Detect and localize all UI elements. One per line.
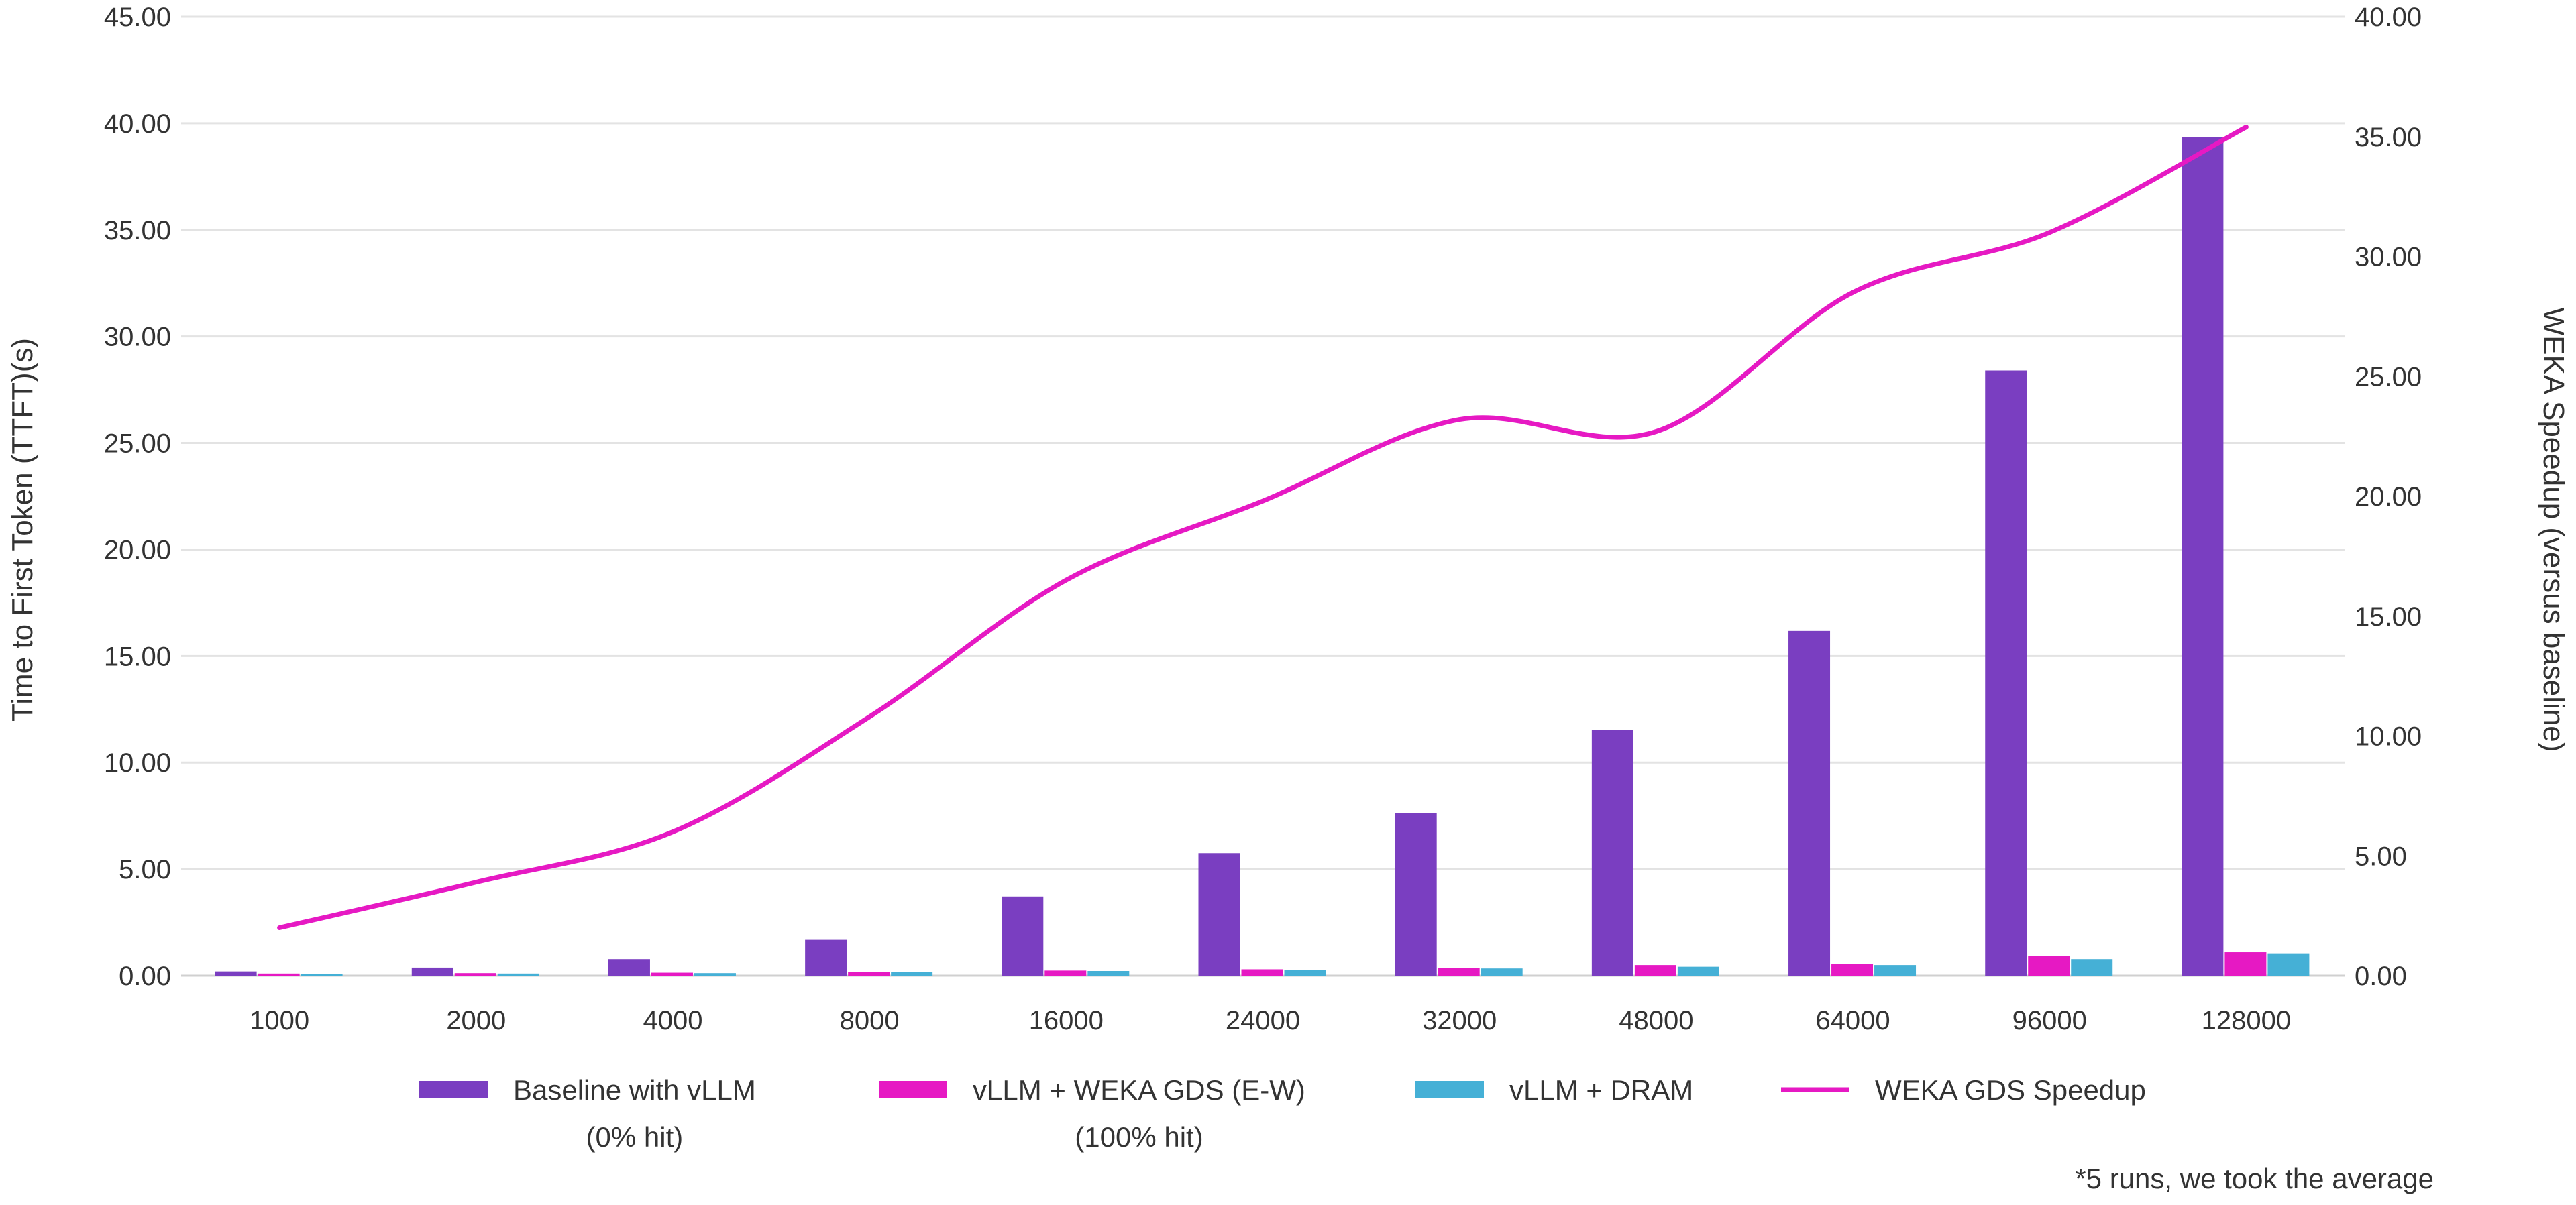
right-tick-label: 10.00 (2355, 722, 2422, 752)
bar-vllm-weka-gds-e-w-100-hit--24000 (1241, 969, 1283, 976)
bar-vllm-weka-gds-e-w-100-hit--16000 (1044, 970, 1087, 976)
bar-baseline-with-vllm-0-hit--64000 (1788, 630, 1831, 976)
bar-vllm-weka-gds-e-w-100-hit--8000 (848, 972, 890, 976)
legend-swatch (1415, 1081, 1484, 1098)
bar-baseline-with-vllm-0-hit--8000 (805, 939, 847, 976)
bar-baseline-with-vllm-0-hit--16000 (1002, 896, 1044, 976)
x-tick-label: 96000 (2012, 1006, 2087, 1035)
right-tick-label: 30.00 (2355, 243, 2422, 272)
left-tick-label: 30.00 (104, 323, 171, 352)
bar-vllm-dram-2000 (497, 973, 539, 976)
left-axis-ticks: 0.00 5.00 10.00 15.00 20.00 25.00 30.00 35.00 40… (104, 3, 171, 991)
x-tick-label: 4000 (643, 1006, 702, 1035)
footnote: *5 runs, we took the average (2075, 1163, 2434, 1194)
bar-vllm-weka-gds-e-w-100-hit--4000 (651, 972, 693, 976)
bar-vllm-weka-gds-e-w-100-hit--128000 (2224, 952, 2267, 976)
bar-vllm-weka-gds-e-w-100-hit--64000 (1831, 964, 1874, 976)
bar-vllm-dram-32000 (1481, 968, 1523, 976)
bar-baseline-with-vllm-0-hit--24000 (1198, 853, 1240, 976)
legend-label: vLLM + WEKA GDS (E-W) (973, 1074, 1305, 1106)
legend-label: WEKA GDS Speedup (1875, 1074, 2146, 1106)
right-tick-label: 20.00 (2355, 482, 2422, 512)
x-tick-label: 128000 (2202, 1006, 2291, 1035)
bar-baseline-with-vllm-0-hit--32000 (1395, 813, 1437, 976)
legend-label: (0% hit) (586, 1121, 684, 1153)
bars (215, 137, 2310, 976)
right-tick-label: 5.00 (2355, 842, 2407, 871)
left-tick-label: 10.00 (104, 748, 171, 778)
legend-label: (100% hit) (1075, 1121, 1203, 1153)
x-tick-label: 48000 (1619, 1006, 1693, 1035)
x-tick-label: 24000 (1226, 1006, 1300, 1035)
bar-vllm-weka-gds-e-w-100-hit--48000 (1634, 965, 1676, 976)
right-tick-label: 0.00 (2355, 962, 2407, 991)
bar-vllm-weka-gds-e-w-100-hit--96000 (2028, 956, 2070, 976)
y2-axis-title: WEKA Speedup (versus baseline) (2537, 308, 2570, 752)
speedup-line (277, 125, 2249, 930)
bar-baseline-with-vllm-0-hit--48000 (1591, 730, 1633, 976)
bar-baseline-with-vllm-0-hit--96000 (1985, 370, 2027, 976)
left-tick-label: 40.00 (104, 109, 171, 139)
bar-baseline-with-vllm-0-hit--128000 (2182, 137, 2224, 976)
y-axis-title: Time to First Token (TTFT)(s) (6, 338, 39, 722)
left-tick-label: 35.00 (104, 216, 171, 245)
speedup-line-group (277, 125, 2249, 930)
bar-vllm-dram-4000 (694, 973, 736, 976)
bar-baseline-with-vllm-0-hit--4000 (608, 959, 650, 976)
x-tick-label: 64000 (1815, 1006, 1890, 1035)
right-axis-ticks: 0.00 5.00 10.00 15.00 20.00 25.00 30.00 35.00 40… (2355, 3, 2422, 991)
legend-label: vLLM + DRAM (1509, 1074, 1693, 1106)
left-tick-label: 0.00 (119, 962, 171, 991)
right-tick-label: 35.00 (2355, 123, 2422, 152)
x-axis-ticks: 1000 2000 4000 8000 16000 24000 32000 48000 6400… (250, 1006, 2291, 1035)
x-tick-label: 8000 (840, 1006, 900, 1035)
left-tick-label: 20.00 (104, 535, 171, 565)
bar-vllm-dram-96000 (2071, 959, 2113, 976)
x-tick-label: 16000 (1029, 1006, 1104, 1035)
right-tick-label: 40.00 (2355, 3, 2422, 32)
bar-vllm-dram-64000 (1874, 965, 1917, 976)
left-tick-label: 15.00 (104, 642, 171, 671)
legend: Baseline with vLLM (0% hit) vLLM + WEKA GD… (419, 1074, 2146, 1153)
legend-swatch (879, 1081, 947, 1098)
bar-vllm-dram-24000 (1284, 970, 1326, 976)
bar-vllm-weka-gds-e-w-100-hit--32000 (1438, 968, 1480, 976)
x-tick-label: 2000 (446, 1006, 506, 1035)
x-tick-label: 1000 (250, 1006, 309, 1035)
x-tick-label: 32000 (1422, 1006, 1497, 1035)
bar-vllm-weka-gds-e-w-100-hit--2000 (454, 973, 496, 976)
right-tick-label: 25.00 (2355, 362, 2422, 392)
bar-vllm-dram-128000 (2267, 953, 2310, 976)
left-tick-label: 25.00 (104, 429, 171, 459)
bar-baseline-with-vllm-0-hit--1000 (215, 971, 257, 976)
left-tick-label: 5.00 (119, 855, 171, 884)
legend-label: Baseline with vLLM (513, 1074, 756, 1106)
bar-vllm-dram-1000 (301, 974, 343, 976)
right-tick-label: 15.00 (2355, 602, 2422, 632)
legend-swatch (419, 1081, 488, 1098)
bar-vllm-weka-gds-e-w-100-hit--1000 (258, 973, 300, 976)
bar-baseline-with-vllm-0-hit--2000 (411, 967, 453, 976)
bar-vllm-dram-16000 (1087, 971, 1130, 976)
bar-vllm-dram-48000 (1677, 966, 1719, 976)
bar-vllm-dram-8000 (891, 972, 933, 976)
left-tick-label: 45.00 (104, 3, 171, 32)
